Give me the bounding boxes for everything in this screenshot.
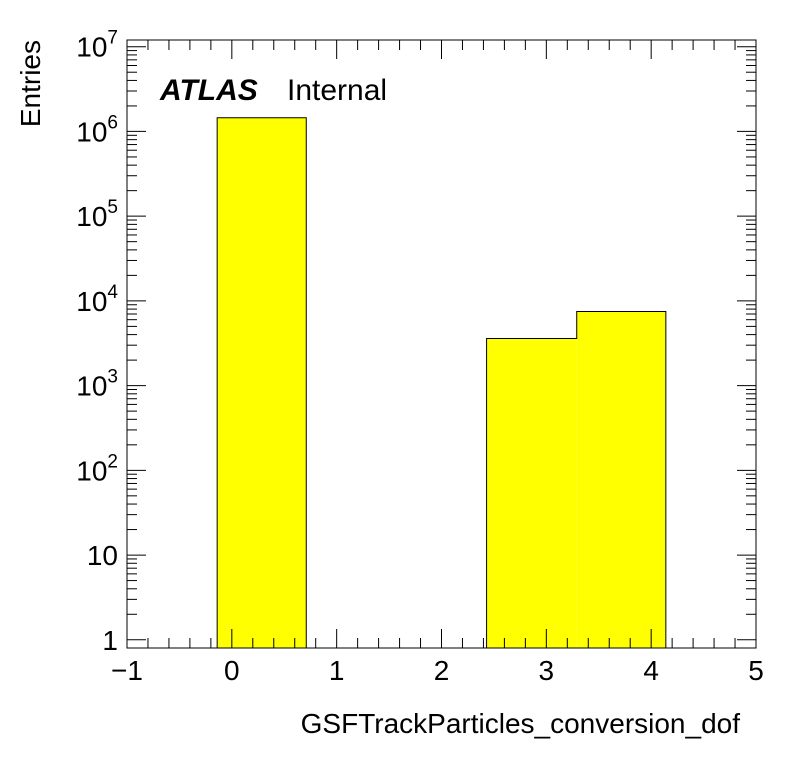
x-tick-label: 2 [434,655,450,686]
y-tick-label: 104 [76,282,118,317]
y-tick-label: 105 [76,197,118,232]
histogram-bars [216,117,667,648]
x-tick-label: 3 [539,655,555,686]
histogram-outline [216,117,667,648]
x-axis-label: GSFTrackParticles_conversion_dof [301,708,741,739]
plot-frame [126,39,757,649]
x-tick-label: −1 [111,655,143,686]
x-tick-label: 0 [224,655,240,686]
x-tick-label: 5 [748,655,764,686]
y-axis-label: Entries [15,40,46,127]
y-tick-label: 102 [76,451,118,486]
x-tick-label: 1 [329,655,345,686]
x-tick-labels: −1 0 1 2 3 4 5 [111,655,764,686]
y-tick-label: 103 [76,367,118,402]
y-tick-label: 107 [76,28,118,63]
bar-1 [486,338,577,648]
x-tick-label: 4 [643,655,659,686]
y-tick-label: 10 [87,540,118,571]
y-tick-label: 106 [76,112,118,147]
y-tick-label: 1 [102,625,118,656]
y-tick-labels: 1 10 102 103 104 105 106 107 [76,28,118,656]
bar-2 [576,311,666,648]
atlas-label: ATLAS [159,74,258,107]
axis-ticks [126,40,757,648]
bar-0 [217,117,307,648]
internal-label: Internal [287,74,387,107]
